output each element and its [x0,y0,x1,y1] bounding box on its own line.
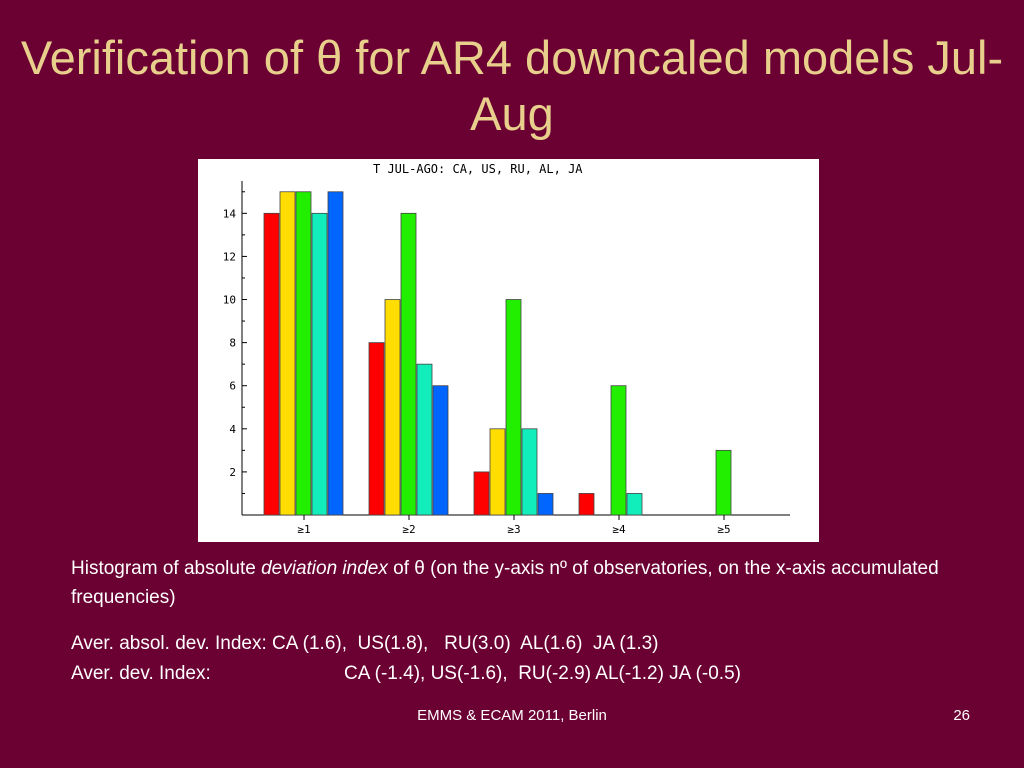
abs-dev-values: CA (1.6), US(1.8), RU(3.0) AL(1.6) JA (1… [272,633,659,654]
bar-JA-1 [432,385,449,516]
bar-RU-4 [715,449,732,516]
y-tick-label-12: 12 [223,250,236,263]
bar-RU-2 [505,299,522,516]
bar-RU-1 [400,212,417,516]
bar-CA-3 [578,493,595,516]
abs-dev-row: Aver. absol. dev. Index: CA (1.6), US(1.… [71,629,971,659]
caption-italic: deviation index [261,558,388,579]
bar-US-2 [489,428,506,516]
page-number: 26 [953,707,970,724]
y-tick-label-10: 10 [223,294,236,307]
deviation-stats: Aver. absol. dev. Index: CA (1.6), US(1.… [71,629,971,689]
dev-label: Aver. dev. Index: [71,663,211,684]
histogram-svg: T JUL-AGO: CA, US, RU, AL, JA 2 4 6 8 10 12 14 ≥… [223,162,790,536]
y-tick-label-6: 6 [229,380,236,393]
y-tick-label-8: 8 [229,337,236,350]
dev-row: Aver. dev. Index: CA (-1.4), US(-1.6), RU… [71,659,971,689]
y-tick-label-4: 4 [229,423,236,436]
histogram-chart: T JUL-AGO: CA, US, RU, AL, JA 2 4 6 8 10 12 14 ≥… [198,159,819,542]
x-tick-label-2: ≥3 [507,523,520,536]
bar-US-1 [384,299,401,516]
dev-values: CA (-1.4), US(-1.6), RU(-2.9) AL(-1.2) J… [344,663,741,684]
bar-RU-0 [295,191,312,516]
bar-AL-3 [626,493,643,516]
bar-RU-3 [610,385,627,516]
x-tick-label-0: ≥1 [297,523,310,536]
bar-AL-2 [521,428,538,516]
abs-dev-label: Aver. absol. dev. Index: [71,633,273,654]
bar-CA-1 [368,342,385,516]
chart-title: T JUL-AGO: CA, US, RU, AL, JA [373,162,583,176]
bar-AL-1 [416,363,433,516]
bar-AL-0 [311,212,328,516]
bar-JA-0 [327,191,344,516]
caption-text-2: of θ (on the y-axis nº of observatories,… [71,558,939,608]
bar-CA-0 [263,212,280,516]
x-tick-label-1: ≥2 [402,523,415,536]
bar-JA-2 [537,493,554,516]
x-tick-label-4: ≥5 [717,523,730,536]
bar-US-0 [279,191,296,516]
bar-CA-2 [473,471,490,516]
chart-caption: Histogram of absolute deviation index of… [71,554,971,612]
y-tick-label-14: 14 [223,207,237,220]
slide-footer: EMMS & ECAM 2011, Berlin [417,707,607,724]
x-tick-label-3: ≥4 [612,523,626,536]
y-tick-label-2: 2 [229,466,236,479]
slide-title: Verification of θ for AR4 downcaled mode… [20,31,1004,140]
caption-text-1: Histogram of absolute [71,558,262,579]
